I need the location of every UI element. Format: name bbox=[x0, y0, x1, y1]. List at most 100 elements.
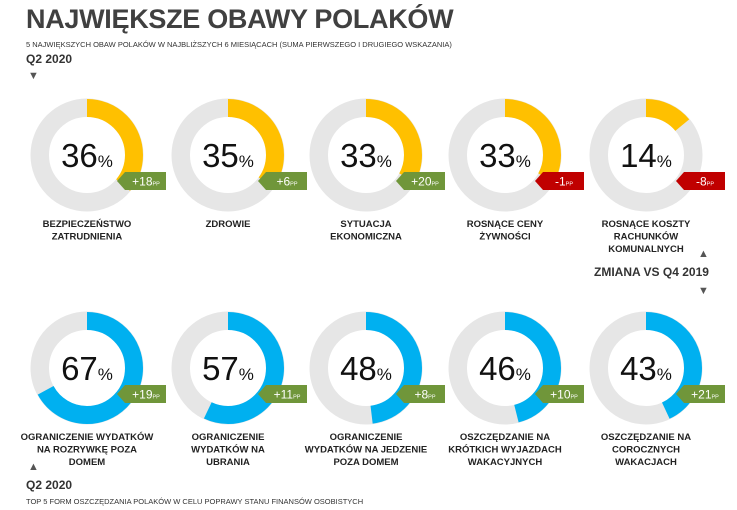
change-badge-label: +8PP bbox=[414, 388, 435, 402]
category-label-line: POZA DOMEM bbox=[333, 457, 398, 468]
category-label-line: KRÓTKICH WYJAZDACH bbox=[448, 444, 562, 456]
donut-center bbox=[469, 119, 541, 191]
donut-center bbox=[330, 332, 402, 404]
category-label-line: WYDATKÓW NA JEDZENIE bbox=[305, 444, 427, 456]
change-unit: PP bbox=[293, 395, 301, 401]
donut-center bbox=[610, 332, 682, 404]
donut-value-label: 35% bbox=[202, 137, 254, 174]
value-unit: % bbox=[239, 152, 254, 171]
value-number: 14 bbox=[620, 137, 657, 174]
change-value: +6 bbox=[276, 175, 290, 189]
change-value: +8 bbox=[414, 388, 428, 402]
category-label-line: OGRANICZENIE bbox=[192, 432, 265, 443]
category-label: ROSNĄCE KOSZTY RACHUNKÓW KOMUNALNYCH bbox=[602, 219, 691, 255]
change-value: +20 bbox=[411, 175, 432, 189]
value-number: 46 bbox=[479, 350, 516, 387]
donut-item: 57% +11PP OGRANICZENIE WYDATKÓW NA UBRANIA bbox=[171, 311, 307, 468]
triangle-up-icon: ▲ bbox=[28, 461, 39, 473]
change-badge bbox=[258, 385, 307, 403]
category-label-line: ZATRUDNIENIA bbox=[52, 232, 123, 243]
period-label-top: Q2 2020 bbox=[26, 52, 73, 66]
change-badge bbox=[676, 385, 725, 403]
donut-value-arc bbox=[172, 312, 284, 424]
category-label-line: NA ROZRYWKĘ POZA bbox=[37, 445, 137, 456]
change-badge bbox=[258, 172, 307, 190]
category-label: OSZCZĘDZANIE NA KRÓTKICH WYJAZDACH WAKACYJ… bbox=[448, 432, 562, 468]
category-label: ROSNĄCE CENY ŻYWNOŚCI bbox=[467, 219, 544, 243]
value-unit: % bbox=[657, 152, 672, 171]
donut-center bbox=[330, 119, 402, 191]
category-label: OGRANICZENIE WYDATKÓW NA JEDZENIE POZA DOM… bbox=[305, 432, 427, 468]
category-label-line: ZDROWIE bbox=[206, 219, 251, 230]
category-label-line: BEZPIECZEŃSTWO bbox=[43, 219, 132, 230]
page-subtitle: 5 NAJWIĘKSZYCH OBAW POLAKÓW W NAJBLIŻSZY… bbox=[26, 40, 452, 49]
category-label-line: ROSNĄCE CENY bbox=[467, 219, 544, 230]
triangle-down-icon: ▼ bbox=[28, 70, 39, 82]
category-label: SYTUACJA EKONOMICZNA bbox=[330, 219, 402, 243]
change-badge-label: +11PP bbox=[274, 388, 301, 402]
period-label-bottom: Q2 2020 bbox=[26, 478, 73, 492]
category-label-line: OSZCZĘDZANIE NA bbox=[460, 432, 550, 443]
change-unit: PP bbox=[290, 182, 298, 188]
donut-center bbox=[192, 119, 264, 191]
change-badge-label: +18PP bbox=[132, 175, 160, 189]
donut-value-label: 33% bbox=[479, 137, 531, 174]
category-label-line: UBRANIA bbox=[206, 457, 250, 468]
change-badge bbox=[117, 385, 166, 403]
category-label-line: WYDATKÓW NA bbox=[191, 444, 265, 456]
change-unit: PP bbox=[432, 182, 440, 188]
donut-value-arc bbox=[449, 312, 561, 424]
change-value: +19 bbox=[132, 388, 153, 402]
value-unit: % bbox=[377, 152, 392, 171]
triangle-up-icon: ▲ bbox=[698, 248, 709, 260]
donut-value-label: 67% bbox=[61, 350, 113, 387]
bottom-subtitle: TOP 5 FORM OSZCZĘDZANIA POLAKÓW W CELU P… bbox=[26, 497, 364, 506]
donut-value-arc bbox=[31, 312, 143, 424]
category-label-line: KOMUNALNYCH bbox=[608, 244, 684, 255]
category-label-line: DOMEM bbox=[69, 457, 106, 468]
category-label-line: ŻYWNOŚCI bbox=[479, 231, 530, 243]
category-label-line: RACHUNKÓW bbox=[614, 231, 678, 243]
category-label: OSZCZĘDZANIE NA COROCZNYCH WAKACJACH bbox=[601, 432, 691, 468]
value-number: 67 bbox=[61, 350, 98, 387]
category-label-line: WAKACJACH bbox=[615, 457, 677, 468]
donut-center bbox=[610, 119, 682, 191]
donut-value-label: 33% bbox=[340, 137, 392, 174]
change-unit: PP bbox=[571, 395, 579, 401]
category-label-line: EKONOMICZNA bbox=[330, 232, 402, 243]
category-label: OGRANICZENIE WYDATKÓW NA ROZRYWKĘ POZA DOM… bbox=[21, 431, 154, 468]
donut-value-arc bbox=[31, 99, 143, 211]
donut-item: 67% +19PP OGRANICZENIE WYDATKÓW NA ROZRYWKĘ… bbox=[21, 311, 166, 468]
change-value: +18 bbox=[132, 175, 153, 189]
change-legend-label: ZMIANA VS Q4 2019 bbox=[594, 265, 709, 279]
donut-value-arc bbox=[590, 99, 702, 211]
change-value: -1 bbox=[555, 175, 566, 189]
value-number: 33 bbox=[340, 137, 377, 174]
change-value: +21 bbox=[691, 388, 712, 402]
value-number: 36 bbox=[61, 137, 98, 174]
change-unit: PP bbox=[153, 182, 161, 188]
category-label: OGRANICZENIE WYDATKÓW NA UBRANIA bbox=[191, 432, 265, 468]
donut-item: 48% +8PP OGRANICZENIE WYDATKÓW NA JEDZENIE P… bbox=[305, 311, 445, 468]
donut-value-label: 48% bbox=[340, 350, 392, 387]
change-unit: PP bbox=[153, 395, 161, 401]
value-unit: % bbox=[516, 152, 531, 171]
value-number: 57 bbox=[202, 350, 239, 387]
change-badge-label: +21PP bbox=[691, 388, 719, 402]
donut-center bbox=[469, 332, 541, 404]
change-unit: PP bbox=[428, 395, 436, 401]
donut-value-arc bbox=[172, 99, 284, 211]
value-number: 48 bbox=[340, 350, 377, 387]
donut-center bbox=[51, 332, 123, 404]
donut-value-label: 43% bbox=[620, 350, 672, 387]
donut-item: 33% +20PP SYTUACJA EKONOMICZNA bbox=[309, 98, 445, 243]
donut-item: 33% -1PP ROSNĄCE CENY ŻYWNOŚCI bbox=[448, 98, 584, 243]
change-badge-label: +6PP bbox=[276, 175, 297, 189]
donut-value-label: 46% bbox=[479, 350, 531, 387]
change-unit: PP bbox=[712, 395, 720, 401]
donut-value-arc bbox=[310, 99, 422, 211]
category-label-line: ROSNĄCE KOSZTY bbox=[602, 219, 691, 230]
change-badge bbox=[396, 385, 445, 403]
category-label-line: COROCZNYCH bbox=[612, 445, 680, 456]
